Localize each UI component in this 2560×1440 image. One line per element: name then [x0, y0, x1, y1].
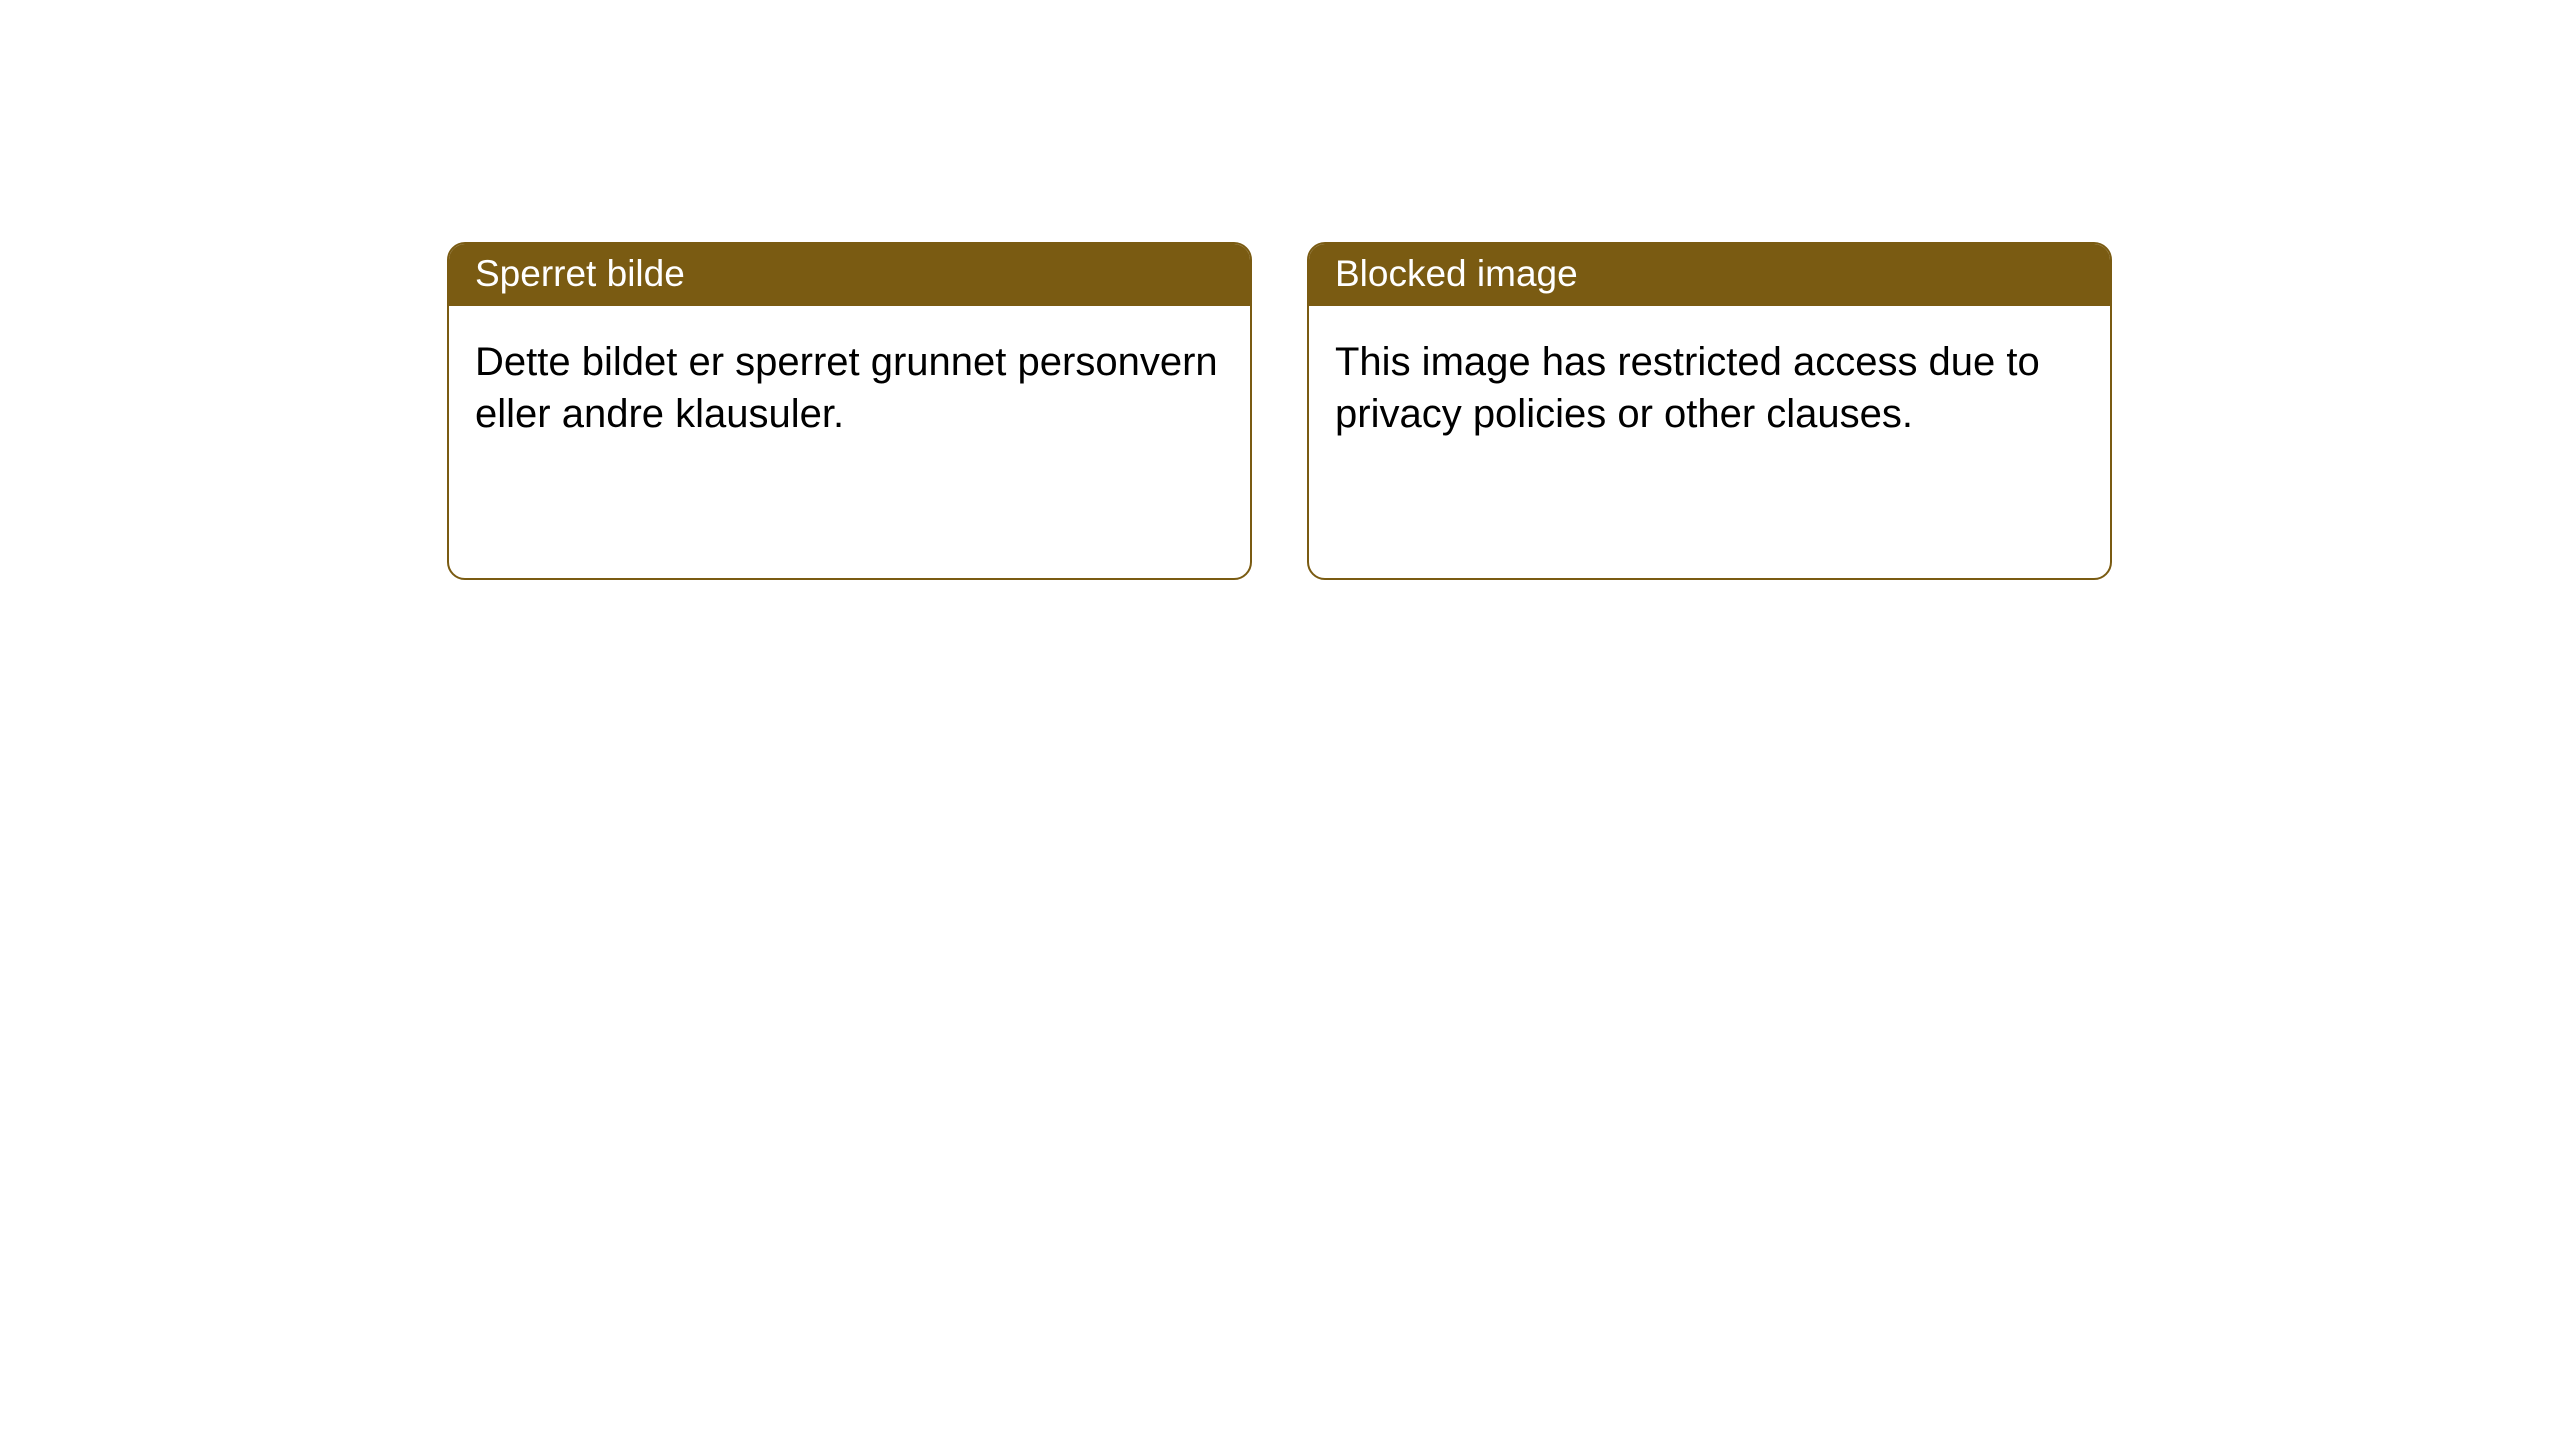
notice-card-norwegian: Sperret bilde Dette bildet er sperret gr…: [447, 242, 1252, 580]
notice-card-english: Blocked image This image has restricted …: [1307, 242, 2112, 580]
notice-container: Sperret bilde Dette bildet er sperret gr…: [447, 242, 2112, 580]
card-body: This image has restricted access due to …: [1309, 306, 2110, 466]
card-body: Dette bildet er sperret grunnet personve…: [449, 306, 1250, 466]
card-header: Sperret bilde: [449, 244, 1250, 306]
card-header: Blocked image: [1309, 244, 2110, 306]
